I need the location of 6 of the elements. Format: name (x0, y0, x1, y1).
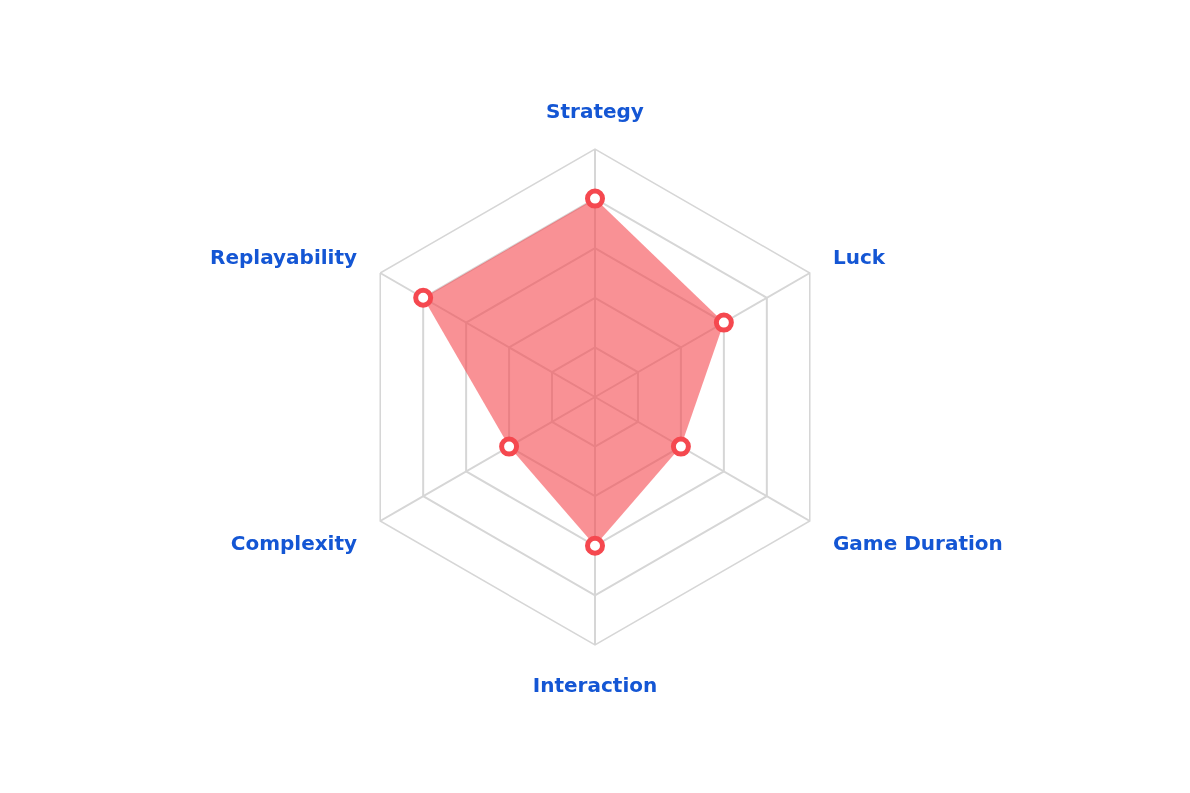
spoke-label: Game Duration (832, 531, 1003, 556)
spoke-label: Interaction (532, 672, 658, 697)
spoke-label: Strategy (546, 99, 644, 124)
spoke-label: Complexity (230, 531, 358, 556)
spoke-label: Replayability (210, 244, 358, 269)
spoke-label: Luck (832, 244, 886, 269)
